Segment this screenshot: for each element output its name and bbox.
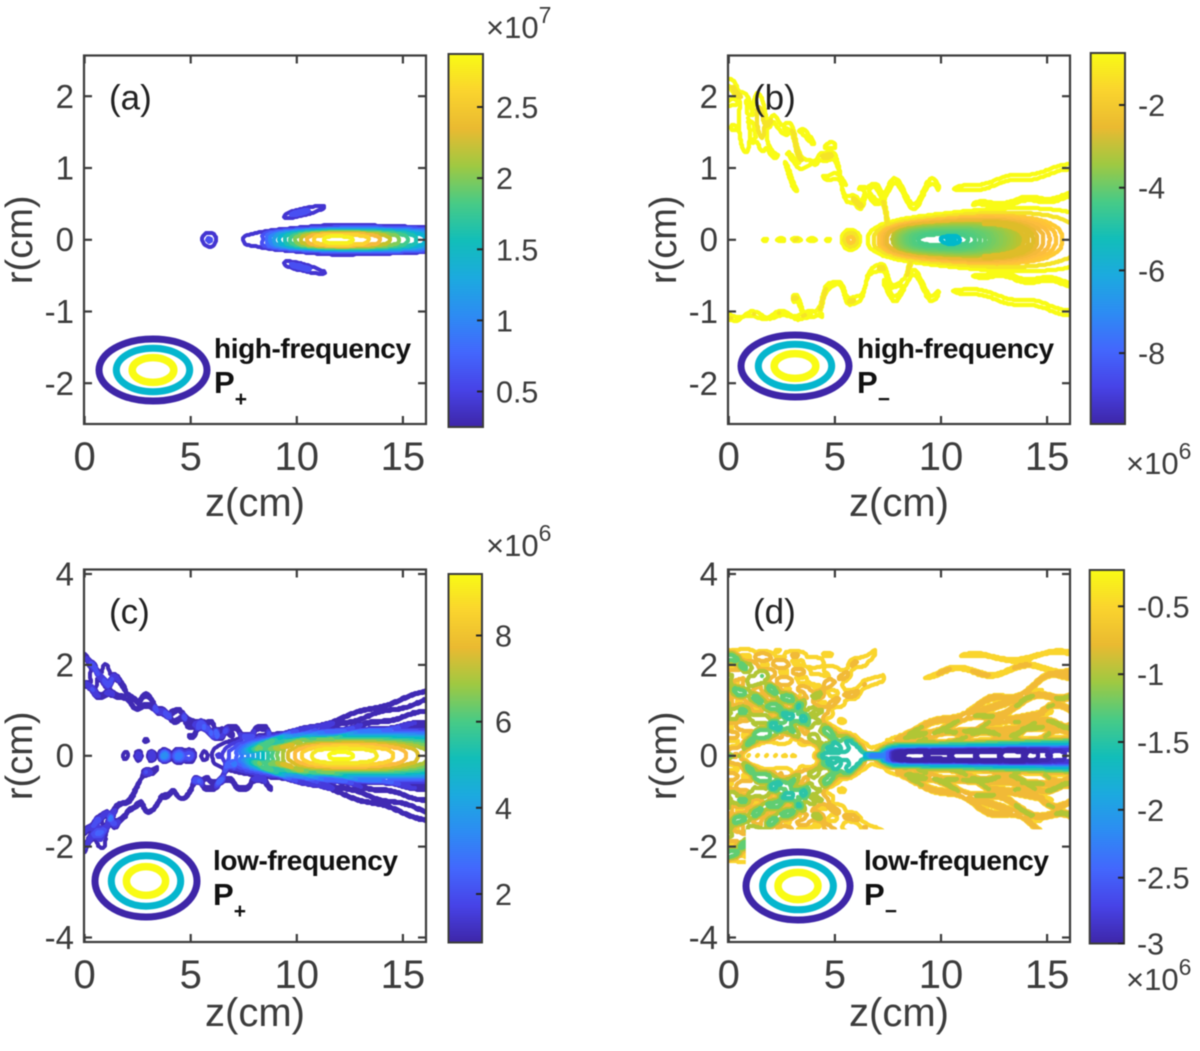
svg-text:2: 2 [700,78,718,115]
svg-text:1: 1 [496,304,513,338]
svg-text:2: 2 [56,78,74,115]
svg-text:r(cm): r(cm) [643,195,685,284]
svg-text:-1: -1 [45,293,74,330]
svg-text:0: 0 [718,435,740,479]
svg-text:-6: -6 [1138,254,1165,288]
svg-text:-2: -2 [689,828,718,865]
svg-text:-2: -2 [45,828,74,865]
svg-text:r(cm): r(cm) [0,195,41,284]
svg-text:-1: -1 [1137,658,1164,692]
svg-text:1: 1 [56,150,74,187]
svg-text:z(cm): z(cm) [849,481,949,525]
svg-text:-2: -2 [45,365,74,402]
svg-text:z(cm): z(cm) [205,481,305,525]
svg-text:1.5: 1.5 [496,233,538,267]
svg-text:0: 0 [718,953,740,997]
svg-text:1: 1 [700,150,718,187]
svg-text:10: 10 [919,953,964,997]
svg-text:low-frequency: low-frequency [213,845,398,876]
svg-text:-2: -2 [1138,89,1165,123]
svg-text:(d): (d) [753,593,796,632]
svg-text:low-frequency: low-frequency [864,845,1049,876]
svg-text:r(cm): r(cm) [643,711,685,800]
svg-text:×107: ×107 [486,2,551,45]
svg-text:8: 8 [495,620,512,654]
svg-text:15: 15 [1025,435,1070,479]
svg-text:-0.5: -0.5 [1137,590,1190,624]
svg-text:(c): (c) [109,593,150,632]
svg-text:2.5: 2.5 [496,91,538,125]
svg-text:-4: -4 [689,919,718,956]
svg-text:15: 15 [1025,953,1070,997]
svg-text:-1.5: -1.5 [1137,726,1190,760]
svg-text:-2: -2 [1137,794,1164,828]
svg-text:high-frequency: high-frequency [214,333,411,364]
svg-text:0: 0 [700,737,718,774]
svg-text:-4: -4 [45,919,74,956]
svg-text:0: 0 [73,953,95,997]
svg-text:-2: -2 [689,365,718,402]
svg-text:2: 2 [700,646,718,683]
svg-text:-4: -4 [1138,172,1165,206]
svg-text:z(cm): z(cm) [205,991,305,1035]
svg-text:0.5: 0.5 [496,376,538,410]
svg-text:5: 5 [824,953,846,997]
svg-text:(b): (b) [753,79,796,118]
svg-text:z(cm): z(cm) [849,991,949,1035]
svg-text:0: 0 [73,435,95,479]
svg-text:0: 0 [56,221,74,258]
svg-text:-2.5: -2.5 [1137,862,1190,896]
svg-text:10: 10 [919,435,964,479]
svg-text:0: 0 [700,221,718,258]
svg-text:6: 6 [495,706,512,740]
svg-text:-8: -8 [1138,337,1165,371]
svg-text:5: 5 [180,435,202,479]
svg-text:5: 5 [180,953,202,997]
svg-text:2: 2 [56,646,74,683]
svg-text:4: 4 [56,556,74,593]
svg-text:5: 5 [824,435,846,479]
svg-text:10: 10 [275,435,320,479]
svg-text:-3: -3 [1137,928,1164,962]
svg-text:(a): (a) [109,79,152,118]
svg-text:2: 2 [496,162,513,196]
svg-text:15: 15 [381,953,426,997]
svg-text:10: 10 [275,953,320,997]
svg-text:r(cm): r(cm) [0,711,41,800]
svg-text:4: 4 [495,792,512,826]
svg-text:0: 0 [56,737,74,774]
svg-text:high-frequency: high-frequency [857,333,1054,364]
svg-text:4: 4 [700,556,718,593]
svg-text:-1: -1 [689,293,718,330]
svg-text:15: 15 [381,435,426,479]
svg-text:2: 2 [495,878,512,912]
